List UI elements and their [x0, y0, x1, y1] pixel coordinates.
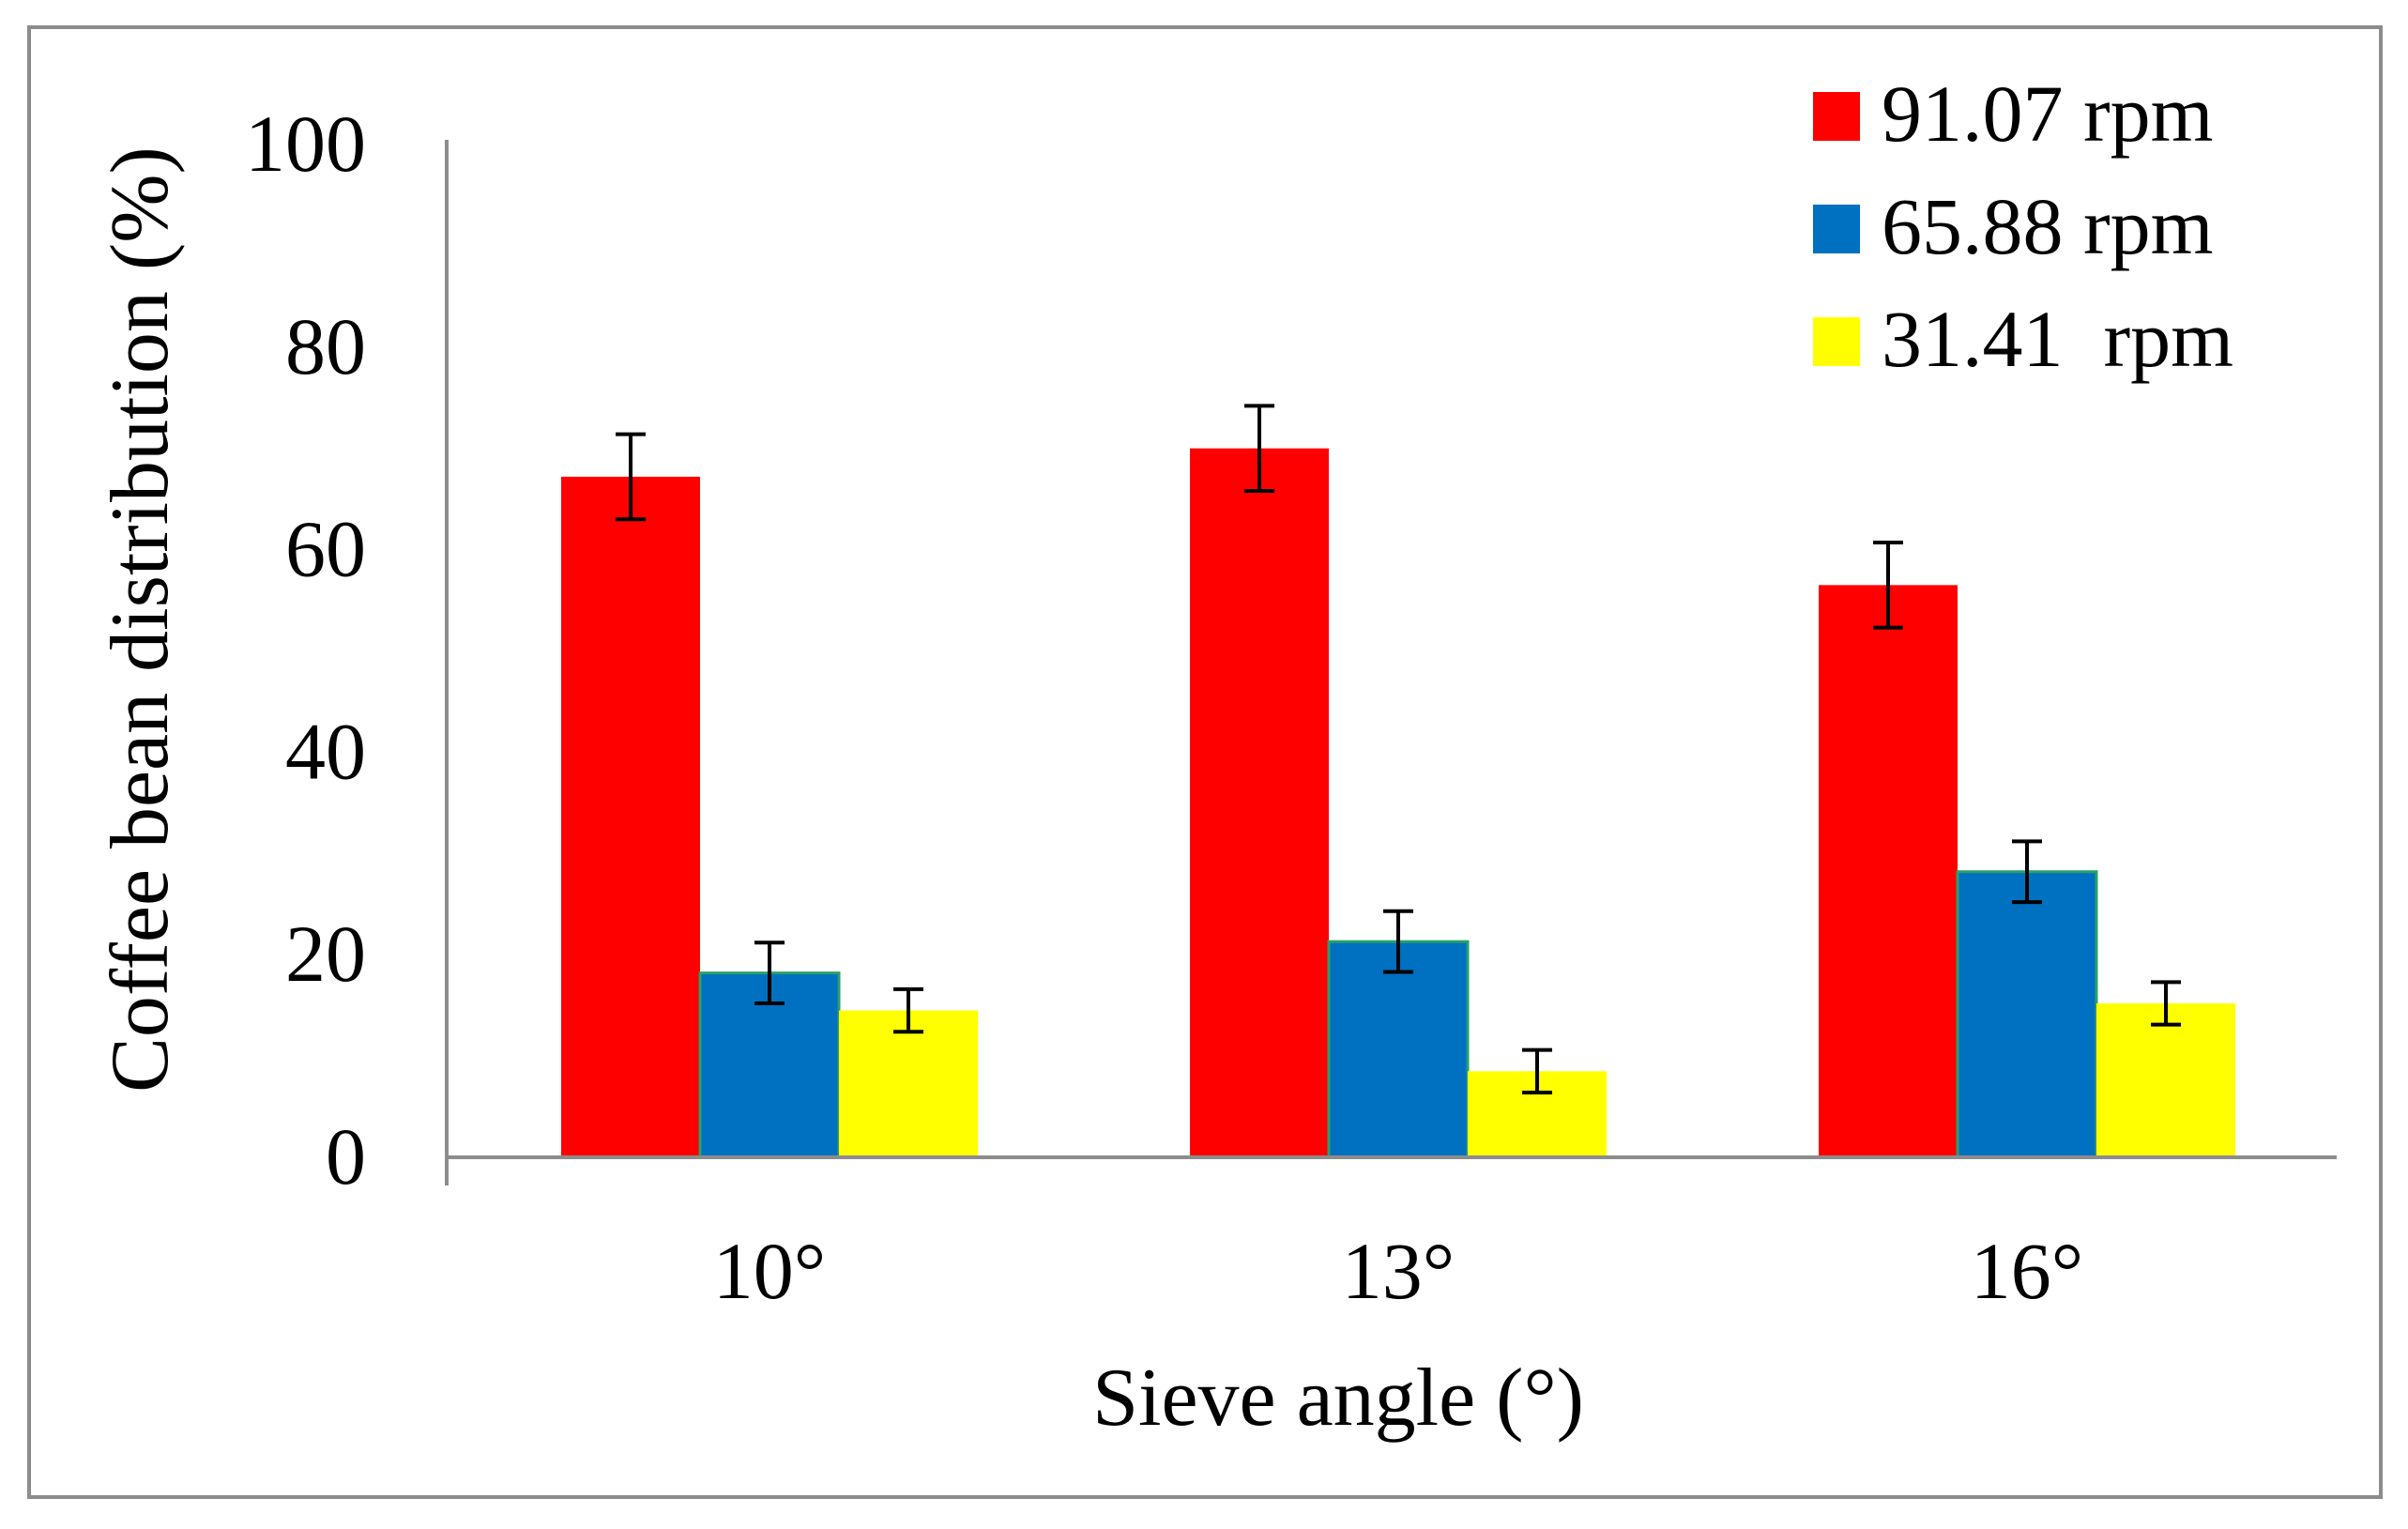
y-tick-label: 20 — [285, 909, 366, 999]
legend-label: 65.88 rpm — [1882, 181, 2214, 271]
legend-label: 91.07 rpm — [1882, 69, 2214, 159]
y-tick-label: 80 — [285, 301, 366, 391]
legend-swatch — [1813, 92, 1860, 141]
y-tick-label: 0 — [326, 1111, 366, 1201]
plot-area: 0 20 40 60 80 100 10° 13° 16° — [245, 99, 2337, 1316]
y-tick-label: 40 — [285, 706, 366, 796]
y-axis-title: Coffee bean distribution (%) — [95, 146, 186, 1093]
y-tick-label: 60 — [285, 504, 366, 594]
bar — [1819, 585, 1958, 1157]
x-axis-title: Sieve angle (°) — [1092, 1353, 1584, 1444]
x-tick-label: 16° — [1971, 1226, 2083, 1316]
legend-swatch — [1813, 205, 1860, 253]
x-tick-label: 13° — [1342, 1226, 1455, 1316]
bar — [1190, 448, 1329, 1157]
x-tick-label: 10° — [713, 1226, 826, 1316]
y-tick-label: 100 — [245, 99, 366, 189]
bar — [839, 1010, 978, 1157]
legend-swatch — [1813, 317, 1860, 366]
legend-label: 31.41 rpm — [1882, 294, 2233, 384]
bar — [2096, 1002, 2235, 1157]
bar — [1327, 940, 1470, 1159]
legend: 91.07 rpm 65.88 rpm 31.41 rpm — [1813, 69, 2233, 384]
bar — [1956, 870, 2098, 1159]
bar — [561, 476, 700, 1157]
